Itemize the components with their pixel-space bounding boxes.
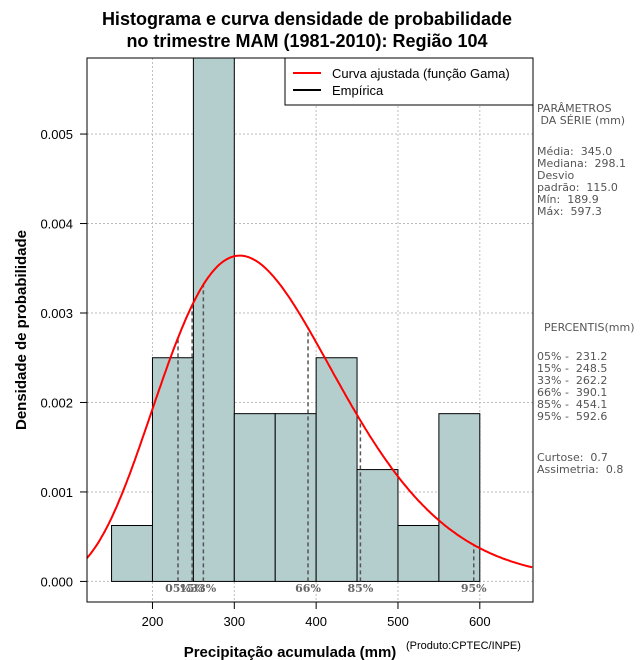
x-axis: 200 300 400 500 600 [142, 601, 491, 629]
legend-empirical-label: Empírica [332, 83, 384, 98]
percentile-label-85: 85% [348, 582, 374, 595]
params-body: Média: 345.0 Mediana: 298.1 Desvio padrã… [537, 145, 626, 218]
y-tick-label-3: 0.003 [40, 306, 73, 321]
x-axis-label: Precipitação acumulada (mm) [184, 644, 397, 660]
percentile-labels: 05%15%33% 66% 85% 95% [165, 582, 487, 595]
x-tick-label-0: 200 [142, 614, 164, 629]
params-title: PARÂMETROS DA SÉRIE (mm) [537, 102, 626, 127]
y-tick-label-5: 0.005 [40, 127, 73, 142]
histogram-bar-1 [151, 357, 194, 582]
y-tick-label-1: 0.001 [40, 485, 73, 500]
legend-curve-label: Curva ajustada (função Gama) [332, 66, 510, 81]
histogram-bar-7 [397, 525, 440, 582]
gamma-fit-curve [86, 254, 533, 569]
chart-title-line-1: Histograma e curva densidade de probabil… [102, 9, 512, 29]
percentiles-body: 05% - 231.2 15% - 248.5 33% - 262.2 66% … [537, 350, 608, 423]
legend: Curva ajustada (função Gama) Empírica [284, 57, 534, 106]
histogram-bar-4 [274, 413, 317, 582]
y-tick-label-0: 0.000 [40, 574, 73, 589]
y-axis-label: Densidade de probabilidade [13, 230, 30, 430]
x-tick-label-1: 300 [223, 614, 245, 629]
percentile-label-15: 15% [179, 582, 205, 595]
chart-title-line-2: no trimestre MAM (1981-2010): Região 104 [126, 31, 487, 51]
histogram-bar-8 [438, 413, 481, 582]
percentile-label-05: 05% [165, 582, 191, 595]
histogram-bar-6 [356, 469, 399, 582]
histogram-bars [111, 57, 481, 582]
percentiles-title: PERCENTIS(mm) [544, 321, 635, 334]
x-tick-label-3: 500 [387, 614, 409, 629]
x-tick-label-2: 400 [305, 614, 327, 629]
legend-box [284, 57, 534, 106]
y-axis: 0.000 0.001 0.002 0.003 0.004 0.005 [40, 127, 88, 589]
y-tick-label-4: 0.004 [40, 217, 73, 232]
percentile-label-66: 66% [295, 582, 321, 595]
x-tick-label-4: 600 [469, 614, 491, 629]
stats-body: Curtose: 0.7 Assimetria: 0.8 [537, 451, 624, 476]
histogram-bar-2 [192, 57, 235, 582]
histogram-bar-0 [111, 525, 153, 582]
histogram-bar-3 [233, 413, 276, 582]
product-credit: (Produto:CPTEC/INPE) [406, 640, 521, 652]
percentile-label-95: 95% [461, 582, 487, 595]
percentile-lines [177, 284, 475, 582]
percentile-label-33: 33% [190, 582, 216, 595]
histogram-bar-5 [315, 357, 358, 582]
y-tick-label-2: 0.002 [40, 395, 73, 410]
